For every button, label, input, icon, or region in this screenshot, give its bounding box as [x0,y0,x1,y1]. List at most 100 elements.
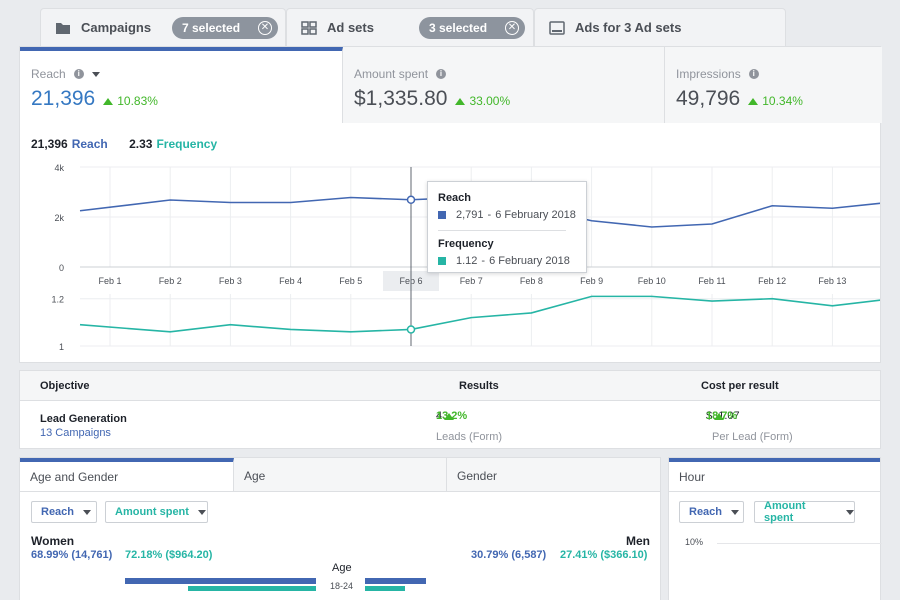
insights-panel: Reach i 21,396 10.83% Amount spent i $1,335… [19,46,882,363]
demographics-metric-dropdown-2[interactable]: Amount spent [105,501,208,523]
tab-age-and-gender[interactable]: Age and Gender [20,458,234,491]
cost-change: 18.7% [706,410,738,422]
objective-name: Lead Generation [40,413,127,425]
metric-amount-spent[interactable]: Amount spent i $1,335.80 33.00% [343,47,665,123]
metric-change: 10.34% [762,94,803,108]
men-label: Men [626,534,650,548]
tab-ad-sets-label: Ad sets [327,20,374,35]
ad-sets-selected-pill[interactable]: 3 selected ✕ [419,17,525,39]
tab-hour[interactable]: Hour [669,458,880,491]
x-tick-label: Feb 3 [219,276,242,286]
chart-tooltip: Reach 2,791-6 February 2018 Frequency 1.… [427,181,587,273]
tab-campaigns[interactable]: Campaigns 7 selected ✕ [40,8,286,46]
metric-value: 49,796 [676,87,741,110]
hour-metric-dropdown-2[interactable]: Amount spent [754,500,855,524]
chevron-down-icon [197,509,206,515]
men-reach-bar[interactable] [365,578,426,584]
x-tick-label: Feb 9 [580,276,603,286]
chevron-down-icon [731,509,740,515]
clear-selection-icon[interactable]: ✕ [505,21,519,35]
demographics-metric-dropdown-1[interactable]: Reach [31,501,97,523]
x-tick-label: Feb 8 [520,276,543,286]
ad-sets-selected-count: 3 selected [429,21,488,35]
tooltip-reach-date: 6 February 2018 [495,209,576,221]
women-reach-bar[interactable] [125,578,316,584]
women-reach: 68.99% (14,761) [31,549,113,561]
info-icon[interactable]: i [436,69,447,79]
men-spent-bar[interactable] [365,586,405,591]
tab-ads[interactable]: Ads for 3 Ad sets [534,8,786,46]
campaigns-selected-pill[interactable]: 7 selected ✕ [172,17,278,39]
campaigns-link[interactable]: 13 Campaigns [40,427,111,439]
chevron-down-icon [83,509,92,515]
tab-age[interactable]: Age [234,458,447,491]
y-tick-label: 1.2 [51,295,64,305]
age-group-label: 18-24 [330,581,354,591]
info-icon[interactable]: i [748,69,759,79]
metric-label: Amount spent [354,67,429,81]
y-tick-label: 0 [59,263,64,273]
arrow-up-icon [748,98,759,105]
hour-y-tick: 10% [685,537,704,547]
x-tick-label: Feb 1 [98,276,121,286]
x-tick-label: Feb 4 [279,276,302,286]
tab-campaigns-label: Campaigns [81,20,152,35]
tab-gender[interactable]: Gender [447,458,660,491]
tooltip-reach-title: Reach [438,192,472,204]
women-spent: 72.18% ($964.20) [125,549,213,561]
tab-ads-label: Ads for 3 Ad sets [575,20,682,35]
grid-icon [301,20,317,35]
tab-ad-sets[interactable]: Ad sets 3 selected ✕ [286,8,534,46]
dropdown-label: Reach [689,506,723,518]
frequency-hover-point [406,325,416,334]
x-tick-label: Feb 13 [818,276,846,286]
tooltip-frequency-title: Frequency [438,238,494,250]
x-tick-label: Feb 11 [698,276,725,286]
reach-hover-point [406,195,416,204]
men-spent: 27.41% ($366.10) [560,549,648,561]
header-objective: Objective [40,380,90,392]
results-unit: Leads (Form) [436,431,503,443]
metric-reach[interactable]: Reach i 21,396 10.83% [20,47,343,123]
results-table-header: Objective Results Cost per result [20,371,880,401]
metric-label: Impressions [676,67,741,81]
x-tick-label: Feb 10 [638,276,666,286]
x-tick-label: Feb 5 [339,276,362,286]
frequency-series-line [79,295,880,333]
hour-metric-dropdown-1[interactable]: Reach [679,501,744,523]
clear-selection-icon[interactable]: ✕ [258,21,272,35]
dropdown-label: Amount spent [115,506,189,518]
metric-change: 10.83% [117,94,158,108]
legend-reach-label[interactable]: Reach [71,137,108,151]
women-spent-bar[interactable] [188,586,316,591]
frequency-swatch [438,257,446,265]
dropdown-caret-icon[interactable] [91,71,100,77]
campaigns-selected-count: 7 selected [182,21,241,35]
age-axis-label: Age [332,562,352,574]
hour-panel: Hour Reach Amount spent 10% [668,457,882,600]
legend-frequency-label[interactable]: Frequency [156,137,218,151]
tooltip-frequency-value: 1.12 [456,255,478,267]
demographics-tabs: Age and Gender Age Gender [20,458,660,492]
folder-icon [56,22,70,34]
chart-legend: 21,396 Reach 2.33 Frequency [31,137,217,151]
metric-tiles: Reach i 21,396 10.83% Amount spent i $1,335… [20,47,882,123]
reach-swatch [438,211,446,219]
info-icon[interactable]: i [73,69,84,79]
dropdown-label: Reach [41,506,75,518]
arrow-up-icon [714,412,724,420]
demographics-panel: Age and Gender Age Gender Reach Amount s… [19,457,661,600]
chevron-down-icon [846,509,854,515]
women-label: Women [31,534,75,548]
hour-gridline [717,543,882,544]
cost-unit: Per Lead (Form) [712,431,793,443]
header-cost-per-result: Cost per result [701,380,779,392]
results-table: Objective Results Cost per result Lead G… [19,370,881,449]
legend-frequency-value: 2.33 [129,137,153,151]
y-tick-label: 4k [54,163,64,173]
legend-reach-value: 21,396 [31,137,68,151]
metric-value: 21,396 [31,87,96,110]
metric-impressions[interactable]: Impressions i 49,796 10.34% [665,47,882,123]
metric-label: Reach [31,67,66,81]
